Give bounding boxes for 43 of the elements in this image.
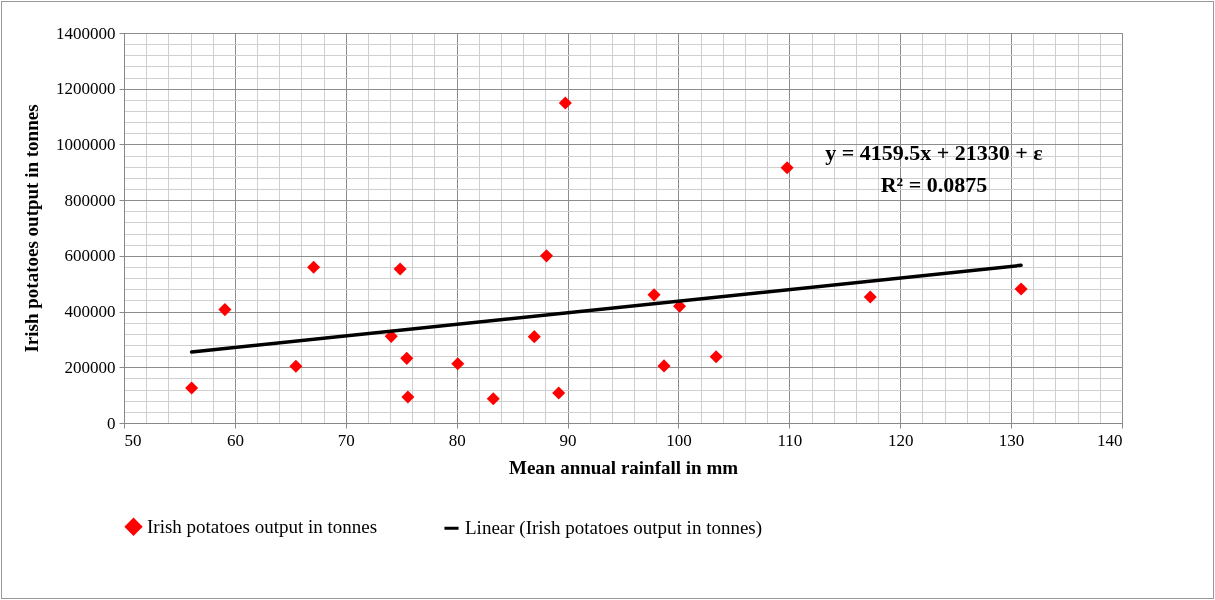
x-tick-label: 50: [124, 430, 142, 450]
legend-label: Irish potatoes output in tonnes: [147, 515, 378, 537]
point: [539, 249, 554, 263]
x-tick-label: 100: [666, 430, 692, 450]
point: [709, 350, 723, 364]
x-tick-label: 120: [887, 430, 914, 450]
point: [1014, 282, 1028, 296]
y-tick-label: 800000: [64, 190, 116, 210]
y-tick-label: 200000: [64, 357, 116, 377]
y-tick-label: 1000000: [56, 134, 116, 154]
annotation: R² = 0.0875: [880, 172, 988, 197]
point: [185, 381, 199, 395]
point: [527, 330, 541, 344]
point: [307, 260, 321, 274]
x-tick-label: 130: [998, 430, 1025, 450]
x-tick-label: 110: [777, 430, 803, 450]
y-tick-label: 1400000: [56, 23, 116, 43]
point: [218, 303, 232, 317]
y-axis-title: Irish potatoes output in tonnes: [21, 104, 42, 353]
x-tick-label: 90: [559, 430, 577, 450]
x-tick-label: 80: [448, 430, 466, 450]
point: [401, 390, 415, 404]
legend-label: Linear (Irish potatoes output in tonnes): [465, 517, 763, 540]
y-tick-label: 600000: [64, 246, 116, 266]
point: [552, 386, 566, 400]
x-axis-title: Mean annual rainfall in mm: [508, 456, 739, 478]
point: [486, 392, 500, 406]
y-tick-label: 1200000: [56, 79, 116, 99]
x-tick-label: 70: [337, 430, 355, 450]
point: [780, 161, 794, 175]
y-tick-label: 400000: [64, 302, 116, 322]
point: [558, 96, 572, 110]
point: [451, 357, 465, 371]
point: [657, 359, 671, 373]
annotation: y = 4159.5x + 21330 + ε: [825, 140, 1043, 165]
y-tick-label: 0: [107, 413, 116, 433]
point: [289, 359, 303, 373]
point: [400, 351, 414, 365]
point: [393, 262, 407, 276]
point: [647, 288, 661, 302]
x-tick-label: 140: [1097, 430, 1123, 450]
point: [863, 290, 877, 304]
x-tick-label: 60: [226, 430, 244, 450]
